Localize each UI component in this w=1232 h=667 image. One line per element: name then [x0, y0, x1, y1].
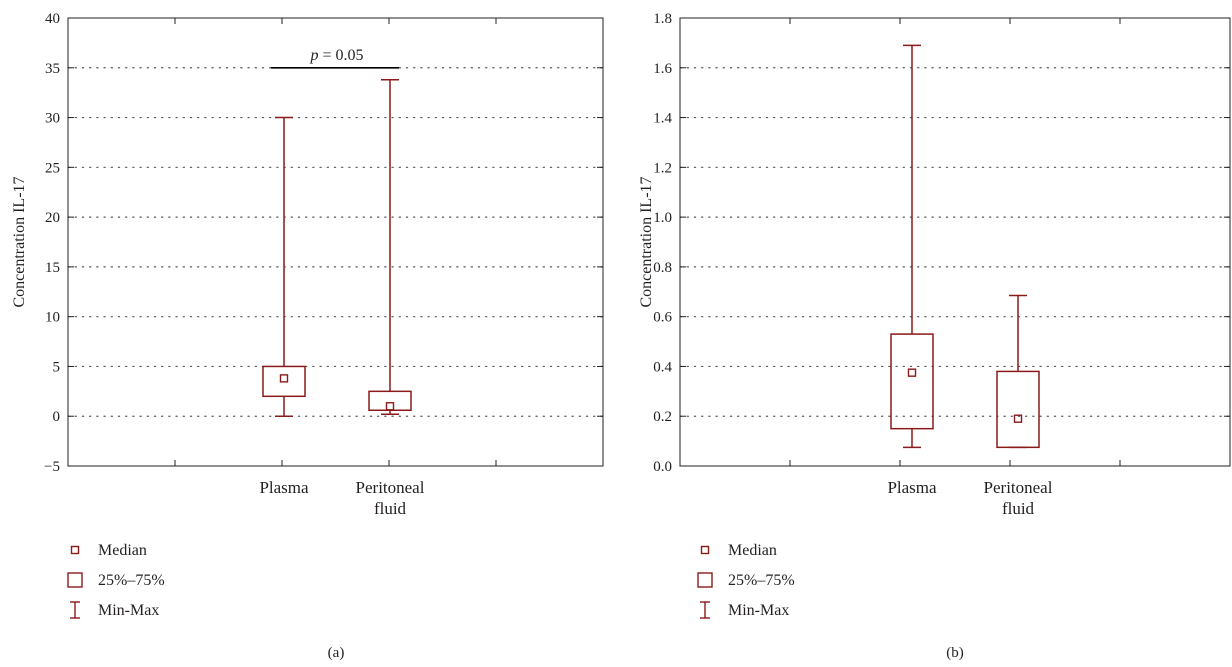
y-tick-label: 30 — [45, 111, 60, 127]
y-tick-label: 0.8 — [653, 260, 672, 276]
y-tick-label: 0.0 — [653, 459, 672, 475]
legend-median-icon — [700, 545, 710, 555]
panel-label: (a) — [328, 645, 345, 661]
y-tick-label: 5 — [53, 359, 61, 375]
y-tick-label: 0.6 — [653, 310, 672, 326]
legend: Median 25%–75% Min-Max — [67, 542, 165, 619]
median-marker — [907, 368, 917, 377]
legend-median-icon — [70, 545, 80, 555]
x-category-label: Peritoneal — [984, 478, 1053, 497]
median-marker — [1013, 414, 1023, 423]
y-tick-label: 15 — [45, 260, 60, 276]
median-marker — [279, 374, 289, 383]
chart-panel-a: −5 0 5 10 15 20 25 30 35 40 Concentration IL-17 Pla… — [11, 11, 604, 661]
legend-median-label: Median — [98, 542, 147, 559]
iqr-box — [996, 370, 1040, 449]
x-category-label: fluid — [1002, 499, 1035, 518]
legend-box-icon — [67, 572, 83, 588]
significance-p: p — [309, 47, 318, 64]
x-category-label: Plasma — [259, 478, 309, 497]
significance-label: p = 0.05 — [309, 47, 363, 64]
x-category-label: Peritoneal — [356, 478, 425, 497]
y-tick-label: 25 — [45, 160, 60, 176]
y-axis-title: Concentration IL-17 — [638, 176, 655, 307]
legend-box-icon — [697, 572, 713, 588]
legend-box-label: 25%–75% — [728, 572, 795, 589]
x-category-label: Plasma — [887, 478, 937, 497]
significance-value: = 0.05 — [318, 47, 363, 64]
legend-range-label: Min-Max — [728, 602, 789, 619]
chart-panel-b: 0.0 0.2 0.4 0.6 0.8 1.0 1.2 1.4 1.6 1.8 Concentrat… — [638, 11, 1231, 661]
y-tick-label: 0.4 — [653, 359, 672, 375]
y-tick-label: 1.6 — [653, 61, 672, 77]
legend: Median 25%–75% Min-Max — [697, 542, 795, 619]
y-tick-label: 35 — [45, 61, 60, 77]
box-peritoneal — [996, 294, 1040, 449]
y-tick-label: 40 — [45, 11, 60, 27]
y-tick-label: −5 — [44, 459, 60, 475]
box-plasma — [890, 44, 934, 449]
y-axis-title: Concentration IL-17 — [11, 176, 28, 307]
y-tick-label: 1.0 — [653, 210, 672, 226]
iqr-box — [890, 333, 934, 430]
legend-median-label: Median — [728, 542, 777, 559]
y-tick-label: 0.2 — [653, 409, 672, 425]
y-tick-label: 10 — [45, 310, 60, 326]
median-marker — [385, 402, 395, 411]
plot-frame — [67, 17, 604, 467]
legend-box-label: 25%–75% — [98, 572, 165, 589]
panel-label: (b) — [946, 645, 964, 661]
y-tick-label: 1.8 — [653, 11, 672, 27]
y-tick-label: 1.2 — [653, 160, 672, 176]
iqr-box — [368, 390, 412, 411]
y-tick-label: 1.4 — [653, 111, 672, 127]
iqr-box — [262, 365, 306, 398]
box-plasma — [262, 116, 306, 417]
plot-frame — [679, 17, 1231, 467]
legend-range-label: Min-Max — [98, 602, 159, 619]
x-category-label: fluid — [374, 499, 407, 518]
y-tick-label: 0 — [53, 409, 61, 425]
box-peritoneal — [368, 78, 412, 415]
y-tick-label: 20 — [45, 210, 60, 226]
